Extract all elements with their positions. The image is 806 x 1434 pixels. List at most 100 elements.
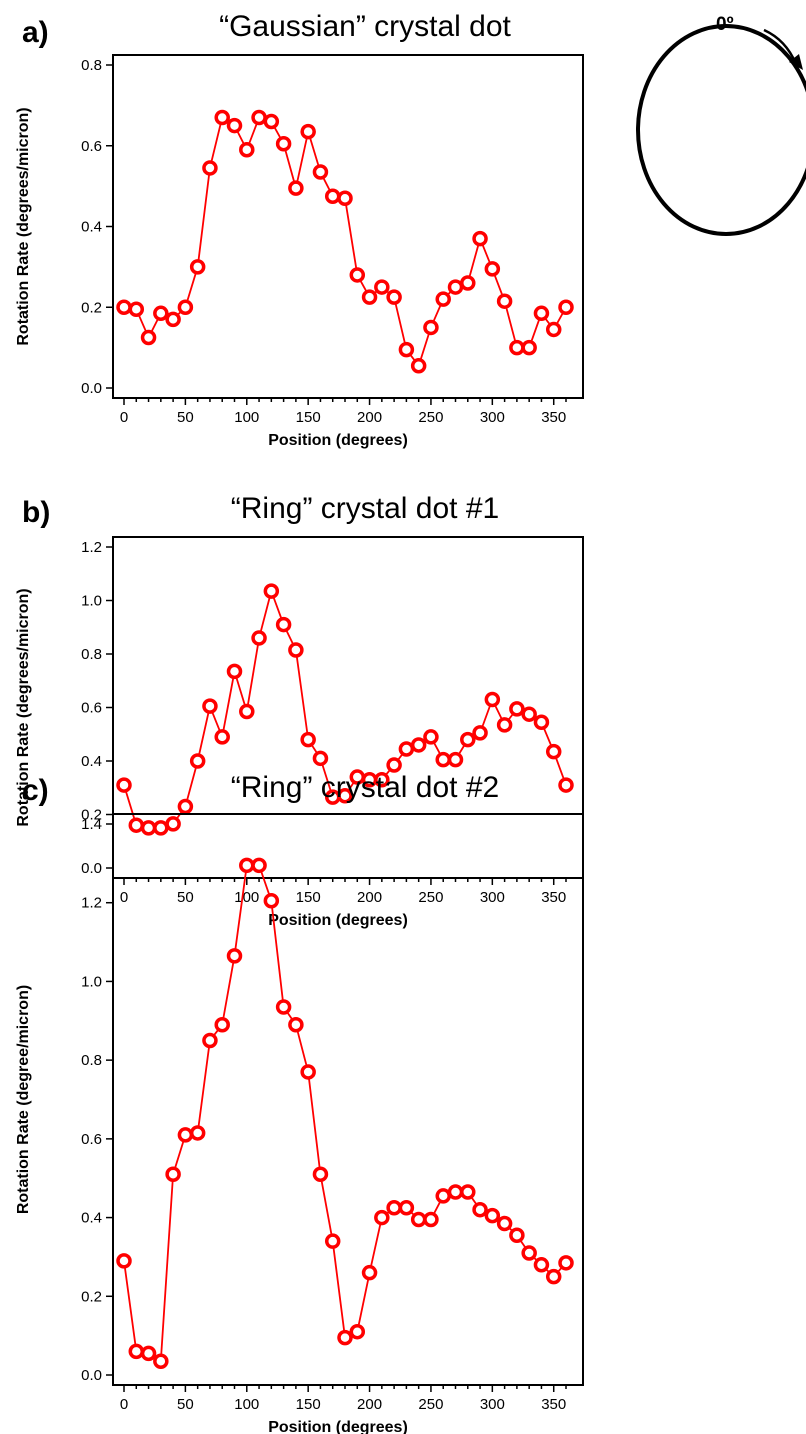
data-point (288, 642, 304, 658)
data-point (214, 109, 230, 126)
data-point (128, 301, 145, 318)
data-point (423, 319, 439, 336)
data-point (275, 999, 292, 1015)
data-point (558, 777, 574, 793)
data-point (263, 113, 280, 130)
data-point (496, 717, 513, 733)
data-point (374, 1209, 390, 1226)
series-line (123, 864, 567, 1363)
data-point (361, 1264, 378, 1281)
data-point (398, 741, 415, 757)
data-point (349, 267, 366, 283)
data-point (116, 299, 132, 315)
data-point (239, 142, 255, 158)
data-point (337, 1329, 353, 1346)
y-axis-title: Rotation Rate (degrees/micron) (15, 588, 32, 826)
data-point (288, 180, 304, 196)
data-point (533, 1257, 550, 1273)
data-point (202, 1032, 218, 1049)
data-point (484, 691, 501, 708)
data-point (423, 1211, 439, 1228)
data-point (423, 729, 439, 745)
data-point (509, 701, 525, 717)
data-point (128, 1343, 145, 1360)
data-point (410, 737, 427, 753)
data-point (214, 1016, 230, 1033)
data-point (558, 299, 574, 315)
x-tick-label: 250 (418, 409, 443, 426)
data-point (386, 757, 402, 773)
data-point (496, 293, 513, 309)
x-axis-title: Position (degrees) (268, 912, 408, 929)
rotation-direction-inset: 0º (636, 14, 806, 236)
x-tick-label: 0 (120, 889, 128, 906)
data-point (545, 321, 562, 338)
y-tick-label: 1.0 (81, 593, 102, 610)
x-tick-label: 0 (120, 409, 128, 426)
data-point (251, 109, 267, 126)
x-axis-title: Position (degrees) (268, 432, 408, 449)
data-point (300, 731, 316, 748)
data-point (177, 1127, 194, 1143)
data-point (128, 817, 145, 833)
chart-panel-3: c) “Ring” crystal dot #2 0.0 0.2 0.4 0.6 0.8 1.… (15, 771, 584, 1434)
x-tick-label: 350 (541, 409, 566, 426)
data-point (239, 703, 255, 720)
x-axis-title: Position (degrees) (268, 1419, 408, 1434)
y-tick-label: 0.0 (81, 380, 102, 397)
data-point (374, 279, 390, 295)
y-tick-label: 0.2 (81, 807, 102, 824)
data-point (484, 261, 501, 277)
data-point (165, 1166, 181, 1183)
data-point (386, 289, 402, 305)
data-point (288, 1016, 304, 1033)
data-point (484, 1207, 501, 1224)
chart-title: “Gaussian” crystal dot (219, 10, 511, 43)
data-point (472, 1201, 488, 1218)
data-point (214, 729, 230, 745)
y-tick-label: 1.2 (81, 895, 102, 912)
data-point (263, 583, 280, 599)
x-tick-label: 50 (177, 889, 194, 906)
x-tick-label: 350 (541, 1396, 566, 1413)
data-point (251, 857, 267, 874)
data-point (533, 305, 550, 322)
data-point (410, 358, 427, 374)
x-tick-label: 350 (541, 889, 566, 906)
y-tick-label: 0.8 (81, 646, 102, 663)
chart-panel-2: b) “Ring” crystal dot #1 0.0 0.2 0.4 0.6 0.8 1.… (15, 492, 584, 929)
data-point (312, 750, 329, 767)
data-point (337, 190, 353, 206)
x-tick-label: 50 (177, 409, 194, 426)
y-tick-label: 1.2 (81, 539, 102, 556)
y-tick-label: 0.8 (81, 57, 102, 74)
panel-label: a) (22, 16, 49, 49)
x-tick-label: 200 (357, 409, 382, 426)
data-point (189, 753, 206, 769)
data-point (460, 1184, 476, 1200)
data-point (140, 329, 157, 346)
x-tick-label: 250 (418, 889, 443, 906)
y-tick-label: 0.0 (81, 1367, 102, 1384)
x-tick-label: 300 (480, 409, 505, 426)
data-point (496, 1215, 513, 1232)
crystal-outline-circle (636, 24, 806, 236)
data-point (447, 751, 464, 768)
x-tick-label: 100 (234, 409, 259, 426)
data-point (521, 706, 537, 722)
data-point (202, 698, 218, 714)
data-point (558, 1255, 574, 1271)
data-point (300, 1064, 316, 1080)
data-point (509, 1227, 525, 1244)
data-point (337, 788, 353, 804)
data-point (398, 1199, 415, 1216)
data-point (312, 164, 329, 180)
x-tick-label: 100 (234, 889, 259, 906)
data-point (226, 948, 243, 964)
chart-title: “Ring” crystal dot #2 (231, 771, 499, 804)
data-point (460, 275, 476, 291)
chart-panels: a) “Gaussian” crystal dot 0.0 0.2 0.4 0.6 0.8 0… (15, 10, 584, 1434)
x-tick-label: 300 (480, 889, 505, 906)
data-point (251, 630, 267, 646)
